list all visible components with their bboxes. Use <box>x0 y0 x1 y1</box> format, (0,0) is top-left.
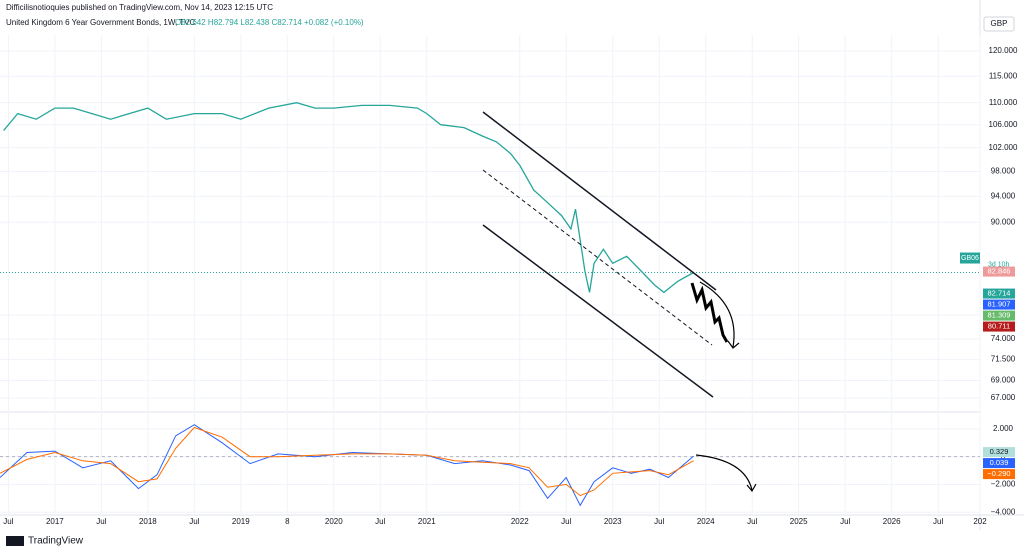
currency-box <box>983 16 1015 32</box>
x-tick-label: 2019 <box>232 517 250 526</box>
price-label-box <box>983 288 1015 299</box>
y-tick-label: 67.000 <box>991 393 1016 402</box>
y-tick-label: 102.000 <box>989 143 1018 152</box>
x-tick-label: Jul <box>3 517 13 526</box>
y-tick-label: 110.000 <box>989 98 1018 107</box>
x-tick-label: 2022 <box>511 517 529 526</box>
x-tick-label: 2023 <box>604 517 622 526</box>
ohlc: O82.642 H82.794 L82.438 C82.714 +0.082 (… <box>175 18 364 27</box>
price-line <box>3 102 694 294</box>
y-tick-label: 90.000 <box>991 217 1016 226</box>
footer: TradingView <box>28 536 84 547</box>
price-label-box <box>983 469 1015 480</box>
x-tick-label: 2020 <box>325 517 343 526</box>
price-label: 80.711 <box>988 322 1010 331</box>
x-tick-label: 8 <box>285 517 290 526</box>
projection <box>690 282 729 343</box>
y-tick-label: 115.000 <box>989 71 1018 80</box>
y-tick-label: 120.000 <box>989 46 1018 55</box>
x-tick-label: 2021 <box>418 517 436 526</box>
x-tick-label: Jul <box>375 517 385 526</box>
symbol-tag-label: GB06 <box>961 255 979 262</box>
price-label: 82.846 <box>988 267 1011 276</box>
published: Difficilisnotioquies published on Tradin… <box>6 3 273 12</box>
x-tick-label: Jul <box>561 517 571 526</box>
countdown: 3d 10h <box>988 261 1010 268</box>
y-tick-label: −4.000 <box>991 507 1016 516</box>
y-tick-label: 106.000 <box>989 120 1018 129</box>
drawings <box>482 111 757 493</box>
price-label-box <box>983 458 1015 469</box>
x-tick-label: Jul <box>189 517 199 526</box>
x-tick-label: 2025 <box>790 517 808 526</box>
price-label: 0.329 <box>990 447 1009 456</box>
x-tick-label: 202 <box>973 517 987 526</box>
price-label-box <box>983 266 1015 277</box>
x-tick-label: Jul <box>654 517 664 526</box>
x-tick-label: Jul <box>840 517 850 526</box>
x-tick-label: 2018 <box>139 517 157 526</box>
price-label: −0.290 <box>987 469 1010 478</box>
x-tick-label: Jul <box>747 517 757 526</box>
channel-mid <box>482 169 713 346</box>
arrow-head <box>727 340 740 349</box>
x-tick-label: 2017 <box>46 517 64 526</box>
price-label-box <box>983 299 1015 310</box>
price-label: 81.907 <box>988 300 1011 309</box>
x-tick-label: Jul <box>933 517 943 526</box>
projection-arrow <box>699 281 735 348</box>
y-tick-label: −2.000 <box>991 480 1016 489</box>
price-label: 82.714 <box>988 289 1011 298</box>
macd-arrow <box>695 454 753 491</box>
price-label-box <box>983 447 1015 458</box>
macd-line <box>0 426 694 497</box>
price-label-box <box>983 310 1015 321</box>
y-tick-label: 74.000 <box>991 334 1016 343</box>
channel-lower <box>482 224 714 398</box>
symbol: United Kingdom 6 Year Government Bonds, … <box>6 18 196 27</box>
macd-arrow-head <box>746 483 757 493</box>
y-tick-label: 94.000 <box>991 191 1016 200</box>
y-tick-label: 69.000 <box>991 376 1016 385</box>
price-label-box <box>983 321 1015 332</box>
currency: GBP <box>991 19 1008 28</box>
y-tick-label: 71.500 <box>991 354 1016 363</box>
y-tick-label: 2.000 <box>993 424 1014 433</box>
price-label: 0.039 <box>990 458 1009 467</box>
x-tick-label: Jul <box>96 517 106 526</box>
logo <box>6 536 24 546</box>
x-tick-label: 2024 <box>697 517 715 526</box>
channel-upper <box>482 111 717 291</box>
x-tick-label: 2026 <box>883 517 901 526</box>
plot-layer <box>0 35 981 515</box>
symbol-tag <box>960 252 980 264</box>
y-tick-label: 98.000 <box>991 167 1016 176</box>
price-label: 81.309 <box>988 311 1011 320</box>
